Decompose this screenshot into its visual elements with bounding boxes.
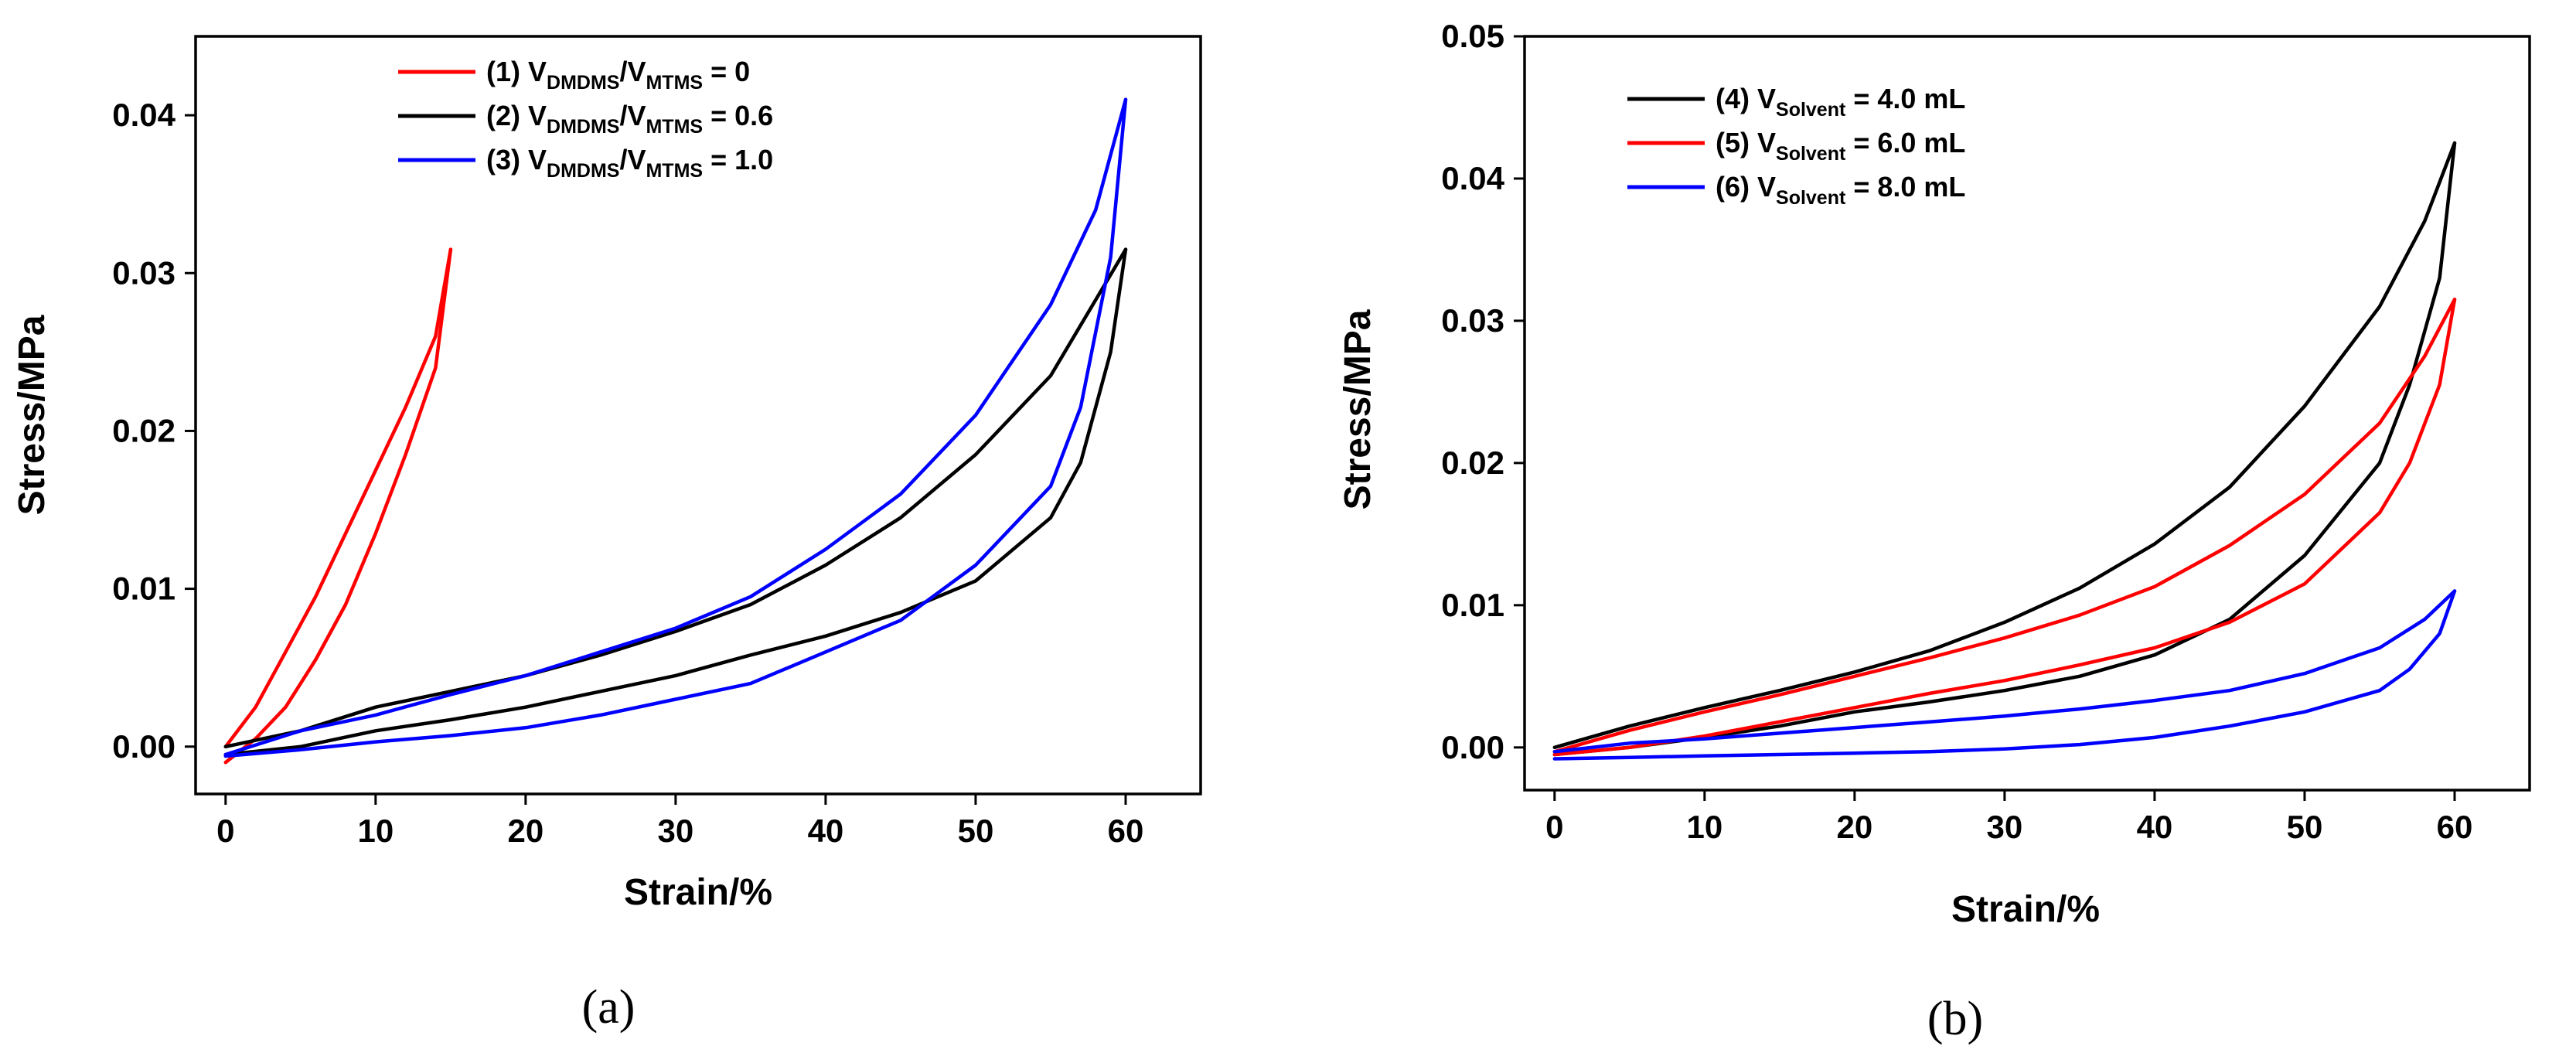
- series-4-unloading-line: [1552, 141, 2457, 757]
- panel-a-legend: (1) VDMDMS/VMTMS = 0(2) VDMDMS/VMTMS = 0…: [398, 56, 773, 182]
- panel-b-y-axis-label: Stress/MPa: [1337, 309, 1378, 509]
- y-tick-label: 0.04: [1441, 160, 1504, 196]
- panel-a-curves: [223, 97, 1128, 765]
- x-tick-label: 40: [808, 813, 844, 849]
- panel-b-plot-frame: [1523, 35, 2531, 792]
- panel-b-label: (b): [1927, 993, 1983, 1045]
- x-tick-label: 30: [658, 813, 694, 849]
- panel-a-chart: 0 10 20 30 40 50 60 0.00 0.01 0.02 0.03 0.04 Strai…: [12, 35, 1202, 1034]
- legend-sub1: DMDMS: [547, 72, 619, 94]
- x-tick-label: 0: [216, 813, 234, 849]
- series-2-loading-line: [223, 247, 1128, 749]
- y-tick-label: 0.02: [112, 412, 175, 448]
- y-tick-label: 0.02: [1441, 445, 1504, 481]
- panel-b-x-ticks: 0 10 20 30 40 50 60: [1545, 790, 2472, 845]
- x-tick-label: 50: [958, 813, 994, 849]
- legend-prefix: (4) V: [1716, 83, 1776, 114]
- legend-suffix: = 8.0 mL: [1845, 171, 1965, 203]
- y-tick-label: 0.03: [112, 254, 175, 291]
- x-tick-label: 0: [1545, 809, 1563, 845]
- legend-mid: /V: [619, 100, 646, 131]
- panel-a-x-ticks: 0 10 20 30 40 50 60: [216, 794, 1143, 849]
- y-tick-label: 0.03: [1441, 302, 1504, 339]
- panel-a-plot-frame: [194, 35, 1202, 796]
- x-tick-label: 50: [2287, 809, 2323, 845]
- legend-sub1: DMDMS: [547, 116, 619, 138]
- x-tick-label: 60: [2437, 809, 2473, 845]
- x-tick-label: 10: [357, 813, 394, 849]
- panel-b-chart: 0 10 20 30 40 50 60 0.00 0.01 0.02 0.03 0.04 0.05 S…: [1337, 18, 2531, 1045]
- legend-sub2: MTMS: [646, 116, 703, 138]
- legend-sub1: Solvent: [1776, 143, 1846, 165]
- x-tick-label: 30: [1987, 809, 2023, 845]
- legend-sub1: DMDMS: [547, 160, 619, 182]
- legend-label-2: (2) VDMDMS/VMTMS = 0.6: [486, 100, 773, 138]
- legend-prefix: (3) V: [486, 144, 547, 175]
- panel-b-legend: (4) VSolvent = 4.0 mL(5) VSolvent = 6.0 …: [1627, 83, 1965, 209]
- series-4-loading-line: [1552, 141, 2457, 750]
- series-5-loading-line: [1552, 298, 2457, 754]
- legend-prefix: (1) V: [486, 56, 547, 87]
- x-tick-label: 40: [2137, 809, 2173, 845]
- legend-label-6: (6) VSolvent = 8.0 mL: [1716, 171, 1965, 209]
- panel-a-label: (a): [582, 981, 635, 1034]
- legend-sub1: Solvent: [1776, 187, 1846, 209]
- legend-label-1: (1) VDMDMS/VMTMS = 0: [486, 56, 750, 94]
- series-2-unloading-line: [223, 247, 1128, 757]
- legend-suffix: = 4.0 mL: [1845, 83, 1965, 114]
- panel-a-y-ticks: 0.00 0.01 0.02 0.03 0.04: [112, 97, 196, 765]
- series-1-unloading-line: [223, 247, 453, 765]
- legend-sub2: MTMS: [646, 72, 703, 94]
- series-5-unloading-line: [1552, 298, 2457, 757]
- y-tick-label: 0.04: [112, 97, 175, 133]
- legend-suffix: = 1.0: [703, 144, 773, 175]
- legend-mid: /V: [619, 56, 646, 87]
- legend-label-5: (5) VSolvent = 6.0 mL: [1716, 127, 1965, 165]
- panel-b-curves: [1552, 141, 2457, 761]
- x-tick-label: 10: [1686, 809, 1722, 845]
- legend-mid: /V: [619, 144, 646, 175]
- y-tick-label: 0.01: [1441, 587, 1504, 623]
- x-tick-label: 20: [1837, 809, 1873, 845]
- legend-suffix: = 0.6: [703, 100, 773, 131]
- panel-b-x-axis-label: Strain/%: [1951, 889, 2100, 930]
- panel-a-y-axis-label: Stress/MPa: [12, 315, 53, 515]
- legend-prefix: (2) V: [486, 100, 547, 131]
- legend-label-4: (4) VSolvent = 4.0 mL: [1716, 83, 1965, 121]
- series-3-loading-line: [223, 97, 1128, 757]
- x-tick-label: 20: [508, 813, 544, 849]
- x-tick-label: 60: [1108, 813, 1144, 849]
- y-tick-label: 0.05: [1441, 18, 1504, 54]
- y-tick-label: 0.01: [112, 571, 175, 607]
- series-3-unloading-line: [223, 97, 1128, 758]
- y-tick-label: 0.00: [1441, 729, 1504, 765]
- panel-b-y-ticks: 0.00 0.01 0.02 0.03 0.04 0.05: [1441, 18, 1525, 765]
- panel-a-x-axis-label: Strain/%: [624, 872, 772, 913]
- series-6-loading-line: [1552, 589, 2457, 754]
- legend-prefix: (5) V: [1716, 127, 1776, 158]
- legend-sub2: MTMS: [646, 160, 703, 182]
- series-1-loading-line: [223, 247, 453, 749]
- series-6-unloading-line: [1552, 589, 2457, 761]
- legend-suffix: = 6.0 mL: [1845, 127, 1965, 158]
- y-tick-label: 0.00: [112, 728, 175, 765]
- legend-sub1: Solvent: [1776, 99, 1846, 121]
- legend-suffix: = 0: [703, 56, 750, 87]
- legend-label-3: (3) VDMDMS/VMTMS = 1.0: [486, 144, 773, 182]
- legend-prefix: (6) V: [1716, 171, 1776, 203]
